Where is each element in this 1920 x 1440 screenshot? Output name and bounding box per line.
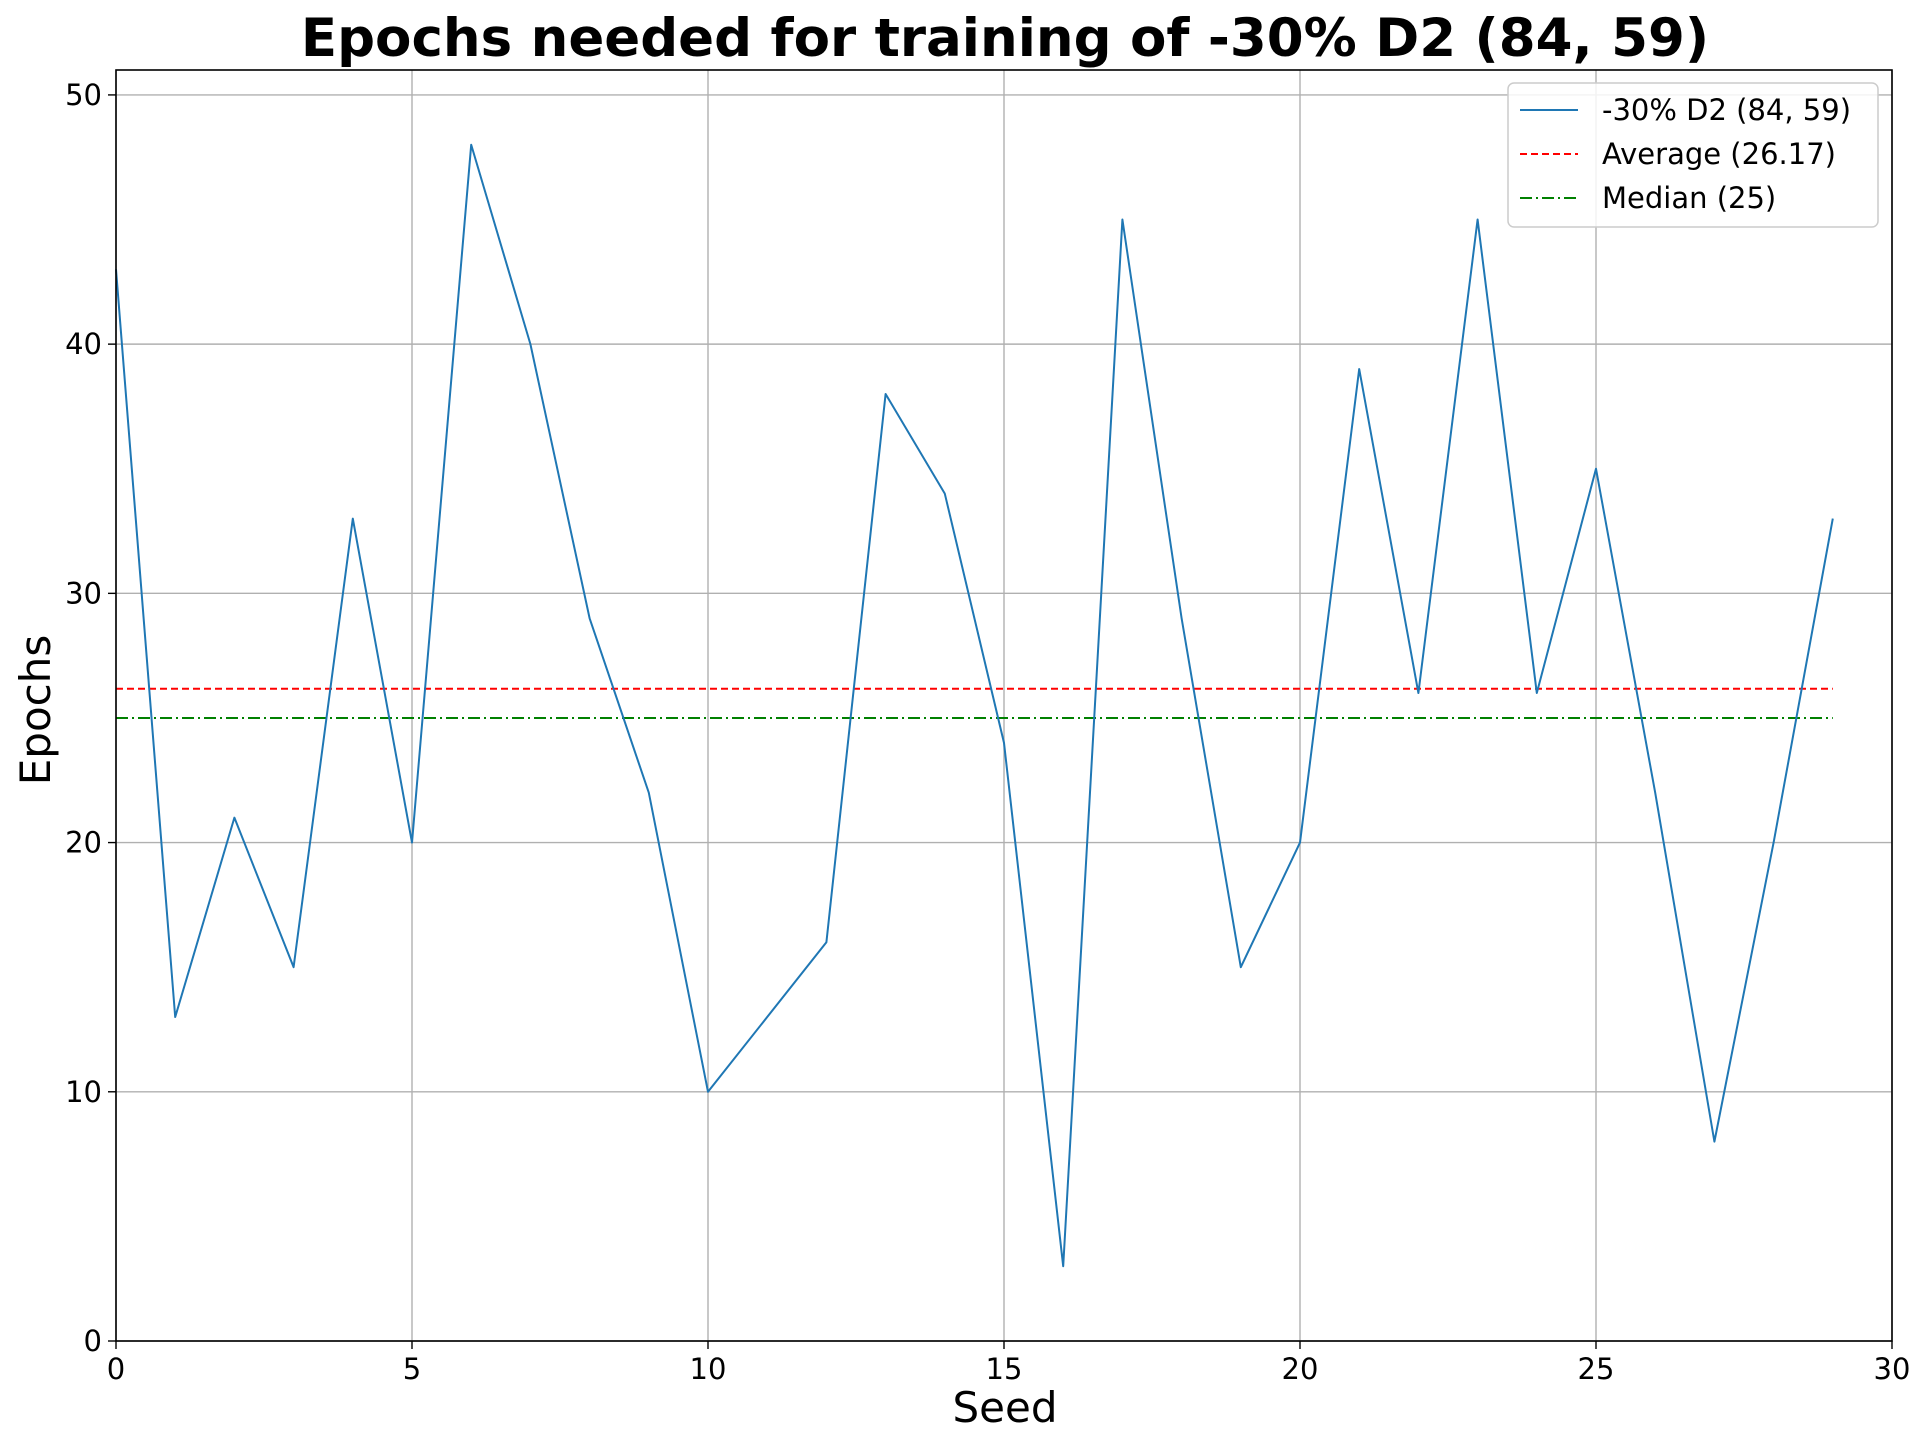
x-tick-label: 10 [690,1352,727,1386]
y-tick-label: 20 [65,826,102,860]
y-tick-label: 30 [65,576,102,610]
y-tick-label: 10 [65,1075,102,1109]
x-axis-label: Seed [953,1383,1058,1432]
x-tick-label: 15 [986,1352,1023,1386]
legend-box [1507,82,1879,228]
x-tick-label: 0 [107,1352,125,1386]
chart-title: Epochs needed for training of -30% D2 (8… [301,8,1709,69]
y-tick-label: 0 [84,1324,102,1358]
y-tick-label: 40 [65,327,102,361]
series-line-0 [115,143,1834,1268]
x-tick-label: 30 [1874,1352,1911,1386]
axis-ticks: 0 5 10 15 20 25 30 0 10 20 30 40 50 [65,78,1910,1386]
series-layer [115,143,1834,1268]
legend: -30% D2 (84, 59) Average (26.17) Median … [1507,82,1879,228]
legend-label-median: Median (25) [1602,181,1776,215]
x-tick-label: 5 [403,1352,421,1386]
x-tick-label: 25 [1578,1352,1615,1386]
y-tick-label: 50 [65,78,102,112]
legend-label-average: Average (26.17) [1602,137,1836,171]
y-axis-label: Epochs [11,635,60,786]
x-tick-label: 20 [1282,1352,1319,1386]
legend-label-series: -30% D2 (84, 59) [1602,93,1851,127]
